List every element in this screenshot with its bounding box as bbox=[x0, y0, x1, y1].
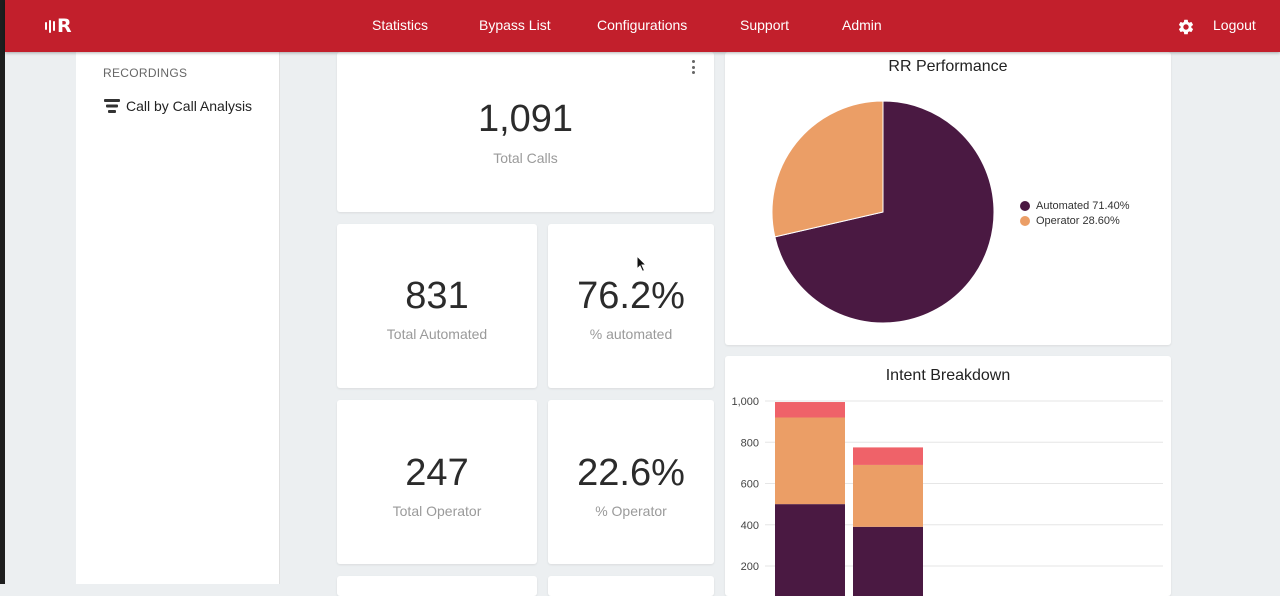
total-calls-card: 1,091 Total Calls bbox=[337, 52, 714, 212]
left-window-edge bbox=[0, 0, 5, 584]
total-calls-value: 1,091 bbox=[477, 98, 574, 140]
logout-link[interactable]: Logout bbox=[1213, 17, 1256, 33]
intent-breakdown-chart: 1,000 800 600 400 200 bbox=[731, 396, 1163, 596]
rr-performance-card: RR Performance Automated 71.40% Operator… bbox=[725, 52, 1171, 345]
y-tick-label: 200 bbox=[741, 561, 759, 573]
more-options-icon[interactable] bbox=[688, 60, 698, 74]
pct-automated-value: 76.2% bbox=[577, 275, 685, 317]
y-tick-label: 800 bbox=[741, 437, 759, 449]
legend-label-automated: Automated 71.40% bbox=[1036, 199, 1130, 212]
pie-slice-operator[interactable] bbox=[771, 100, 884, 238]
gear-icon[interactable] bbox=[1177, 18, 1195, 36]
legend-item-operator[interactable]: Operator 28.60% bbox=[1020, 213, 1130, 228]
app-logo[interactable]: R bbox=[45, 13, 75, 39]
total-operator-card: 247 Total Operator bbox=[337, 400, 537, 564]
nav-statistics[interactable]: Statistics bbox=[372, 17, 429, 33]
bar-segment-other[interactable] bbox=[775, 402, 845, 418]
legend-swatch-automated bbox=[1020, 200, 1030, 211]
total-operator-value: 247 bbox=[405, 452, 469, 494]
bar-segment-automated[interactable] bbox=[853, 526, 923, 596]
logo-letter: R bbox=[57, 14, 72, 37]
sidebar-item-label: Call by Call Analysis bbox=[126, 98, 253, 114]
bar-segment-operator[interactable] bbox=[775, 417, 845, 505]
y-tick-label: 400 bbox=[741, 520, 759, 532]
bar-segment-operator[interactable] bbox=[853, 464, 923, 527]
nav-configurations[interactable]: Configurations bbox=[597, 17, 688, 33]
legend-label-operator: Operator 28.60% bbox=[1036, 214, 1120, 227]
total-automated-value: 831 bbox=[405, 275, 469, 317]
stat-card-partial bbox=[548, 576, 714, 596]
legend-item-automated[interactable]: Automated 71.40% bbox=[1020, 198, 1130, 213]
logo-bars-icon bbox=[45, 19, 55, 33]
total-automated-card: 831 Total Automated bbox=[337, 224, 537, 388]
nav-bypass-list[interactable]: Bypass List bbox=[479, 17, 551, 33]
total-operator-label: Total Operator bbox=[392, 503, 482, 519]
top-navigation-bar: R Statistics Bypass List Configurations … bbox=[5, 0, 1280, 52]
intent-breakdown-card: Intent Breakdown 1,000 800 600 400 200 bbox=[725, 356, 1171, 596]
rr-performance-pie bbox=[771, 100, 995, 324]
legend-swatch-operator bbox=[1020, 215, 1030, 226]
pie-legend: Automated 71.40% Operator 28.60% bbox=[1020, 198, 1130, 228]
y-tick-label: 1,000 bbox=[731, 396, 759, 408]
pct-operator-card: 22.6% % Operator bbox=[548, 400, 714, 564]
total-automated-label: Total Automated bbox=[386, 326, 488, 342]
pct-operator-value: 22.6% bbox=[577, 452, 685, 494]
pie-slice-automated[interactable] bbox=[774, 100, 995, 324]
pct-automated-card: 76.2% % automated bbox=[548, 224, 714, 388]
nav-support[interactable]: Support bbox=[740, 17, 790, 33]
nav-admin[interactable]: Admin bbox=[842, 17, 882, 33]
sidebar-item-call-by-call-analysis[interactable]: Call by Call Analysis bbox=[104, 98, 252, 114]
pie-chart-title: RR Performance bbox=[888, 58, 1008, 75]
y-tick-label: 600 bbox=[741, 479, 759, 491]
pct-automated-label: % automated bbox=[589, 326, 673, 342]
mouse-cursor-icon bbox=[636, 255, 648, 273]
pct-operator-label: % Operator bbox=[595, 503, 667, 519]
bar-segment-automated[interactable] bbox=[775, 504, 845, 596]
sidebar-section-recordings: RECORDINGS bbox=[103, 66, 188, 80]
stack-icon bbox=[104, 99, 120, 113]
total-calls-label: Total Calls bbox=[493, 150, 558, 166]
sidebar: RECORDINGS Call by Call Analysis bbox=[76, 52, 280, 584]
bar-segment-other[interactable] bbox=[853, 447, 923, 465]
bar-chart-title: Intent Breakdown bbox=[885, 367, 1011, 384]
stat-card-partial bbox=[337, 576, 537, 596]
